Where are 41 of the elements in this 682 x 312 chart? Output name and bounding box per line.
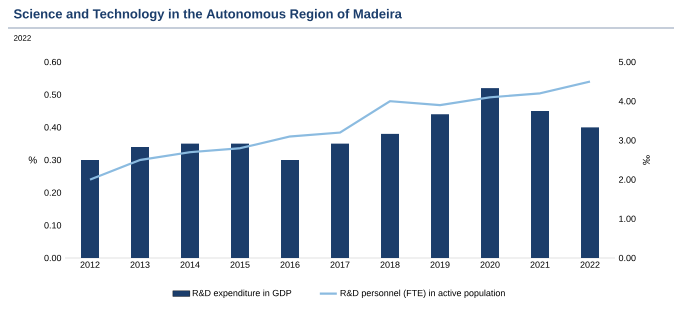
y-tick-label: 0.60: [44, 58, 62, 66]
legend-label: R&D personnel (FTE) in active population: [340, 290, 505, 298]
x-tick-label: 2013: [130, 262, 150, 268]
bar: [231, 144, 250, 258]
bar: [481, 88, 500, 258]
x-tick-label: 2018: [380, 262, 400, 268]
y-tick-label: 0.10: [44, 222, 62, 229]
y-tick-label: 0.30: [44, 156, 62, 164]
bar: [431, 114, 450, 258]
y2-axis-title: ‰: [642, 155, 650, 165]
y-tick-label: 0.50: [44, 91, 62, 98]
x-tick-label: 2015: [230, 262, 250, 268]
bar: [581, 127, 600, 258]
y2-tick-label: 2.00: [618, 176, 636, 183]
y2-tick-label: 0.00: [618, 254, 636, 262]
x-tick-label: 2016: [280, 262, 300, 268]
bar: [181, 144, 200, 258]
y2-tick-label: 4.00: [618, 98, 636, 104]
bar: [531, 111, 550, 258]
line-series: [88, 80, 592, 181]
bar: [331, 144, 350, 258]
x-tick-label: 2017: [330, 262, 350, 268]
y2-tick-label: 3.00: [618, 137, 636, 144]
y-tick-label: 0.40: [44, 124, 62, 131]
chart-title: Science and Technology in the Autonomous Region of Madeira: [14, 8, 402, 22]
y-tick-label: 0.00: [44, 254, 62, 262]
y2-tick-label: 5.00: [618, 58, 636, 66]
y-tick-label: 0.20: [44, 189, 62, 196]
bar: [281, 160, 300, 258]
x-tick-label: 2014: [180, 262, 200, 268]
x-tick-label: 2019: [430, 262, 450, 268]
bar: [381, 134, 400, 258]
legend-label: R&D expenditure in GDP: [192, 290, 292, 298]
x-tick-label: 2022: [580, 262, 600, 268]
y2-tick-label: 1.00: [619, 216, 636, 222]
x-tick-label: 2012: [80, 262, 100, 268]
bar: [81, 160, 100, 258]
x-tick-label: 2020: [480, 262, 500, 268]
y-axis-title: %: [28, 156, 37, 164]
bar: [131, 146, 150, 258]
x-tick-label: 2021: [530, 262, 550, 268]
